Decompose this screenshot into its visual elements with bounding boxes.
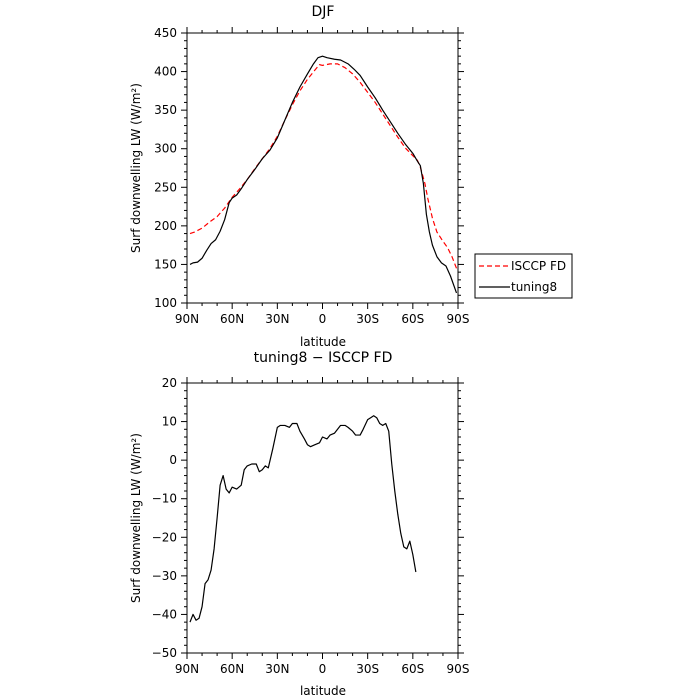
grid-ticks-bottom: −50 −40 −30 −20 −10 0 10 20 90N 60N 30N 0 30S 60S 90S	[152, 376, 470, 676]
x-tick-label-bottom: 90N	[175, 662, 199, 676]
y-tick-label-bottom: 20	[162, 376, 177, 390]
series-line-bottom-0	[189, 415, 417, 623]
y-tick-label-top: 100	[154, 296, 177, 310]
series-group-top	[189, 55, 458, 294]
panel-title-difference: tuning8 − ISCCP FD	[254, 350, 393, 366]
legend-box	[474, 253, 573, 299]
x-tick-label-top: 60N	[220, 312, 244, 326]
x-tick-label-top: 60S	[401, 312, 424, 326]
y-tick-label-bottom: −30	[152, 569, 177, 583]
x-tick-label-top: 30N	[265, 312, 289, 326]
y-tick-label-bottom: −10	[152, 492, 177, 506]
legend-label-tuning8: tuning8	[511, 280, 557, 294]
y-tick-label-bottom: 0	[169, 453, 177, 467]
x-tick-label-bottom: 30N	[265, 662, 289, 676]
y-axis-title-bottom: Surf downwelling LW (W/m²)	[129, 433, 143, 603]
panel-djf: DJF 100 150 200 250 300 350 400 450 90N 60N 30N 0 30…	[129, 4, 573, 349]
y-axis-title-top: Surf downwelling LW (W/m²)	[129, 83, 143, 253]
panel-title-djf: DJF	[312, 4, 335, 20]
y-tick-label-top: 250	[154, 180, 177, 194]
x-tick-label-bottom: 90S	[447, 662, 470, 676]
legend: ISCCP FD tuning8	[474, 253, 573, 299]
x-tick-label-top: 30S	[356, 312, 379, 326]
x-tick-label-bottom: 60N	[220, 662, 244, 676]
x-axis-title-top: latitude	[300, 335, 346, 349]
legend-label-isccp: ISCCP FD	[511, 259, 566, 273]
panel-difference: tuning8 − ISCCP FD −50 −40 −30 −20 −10 0 10 20 9…	[129, 350, 469, 698]
y-tick-label-bottom: 10	[162, 415, 177, 429]
grid-ticks-top: 100 150 200 250 300 350 400 450 90N 60N 30N 0 30S 60S…	[154, 26, 469, 326]
y-tick-label-top: 150	[154, 257, 177, 271]
y-tick-label-bottom: −50	[152, 646, 177, 660]
y-tick-label-bottom: −20	[152, 530, 177, 544]
y-tick-label-top: 400	[154, 65, 177, 79]
x-tick-label-bottom: 60S	[401, 662, 424, 676]
y-tick-label-top: 300	[154, 142, 177, 156]
x-tick-label-top: 0	[319, 312, 327, 326]
x-tick-label-bottom: 0	[319, 662, 327, 676]
y-tick-label-top: 350	[154, 103, 177, 117]
plot-frame-top	[186, 32, 459, 304]
x-tick-label-top: 90S	[447, 312, 470, 326]
y-tick-label-top: 200	[154, 219, 177, 233]
x-axis-title-bottom: latitude	[300, 684, 346, 698]
y-tick-label-bottom: −40	[152, 607, 177, 621]
series-line-top-tuning8	[189, 55, 458, 294]
y-tick-label-top: 450	[154, 26, 177, 40]
series-group-bottom	[189, 415, 417, 623]
series-line-top-isccp-fd	[189, 63, 458, 269]
x-tick-label-bottom: 30S	[356, 662, 379, 676]
plot-frame-bottom	[186, 382, 459, 654]
x-tick-label-top: 90N	[175, 312, 199, 326]
